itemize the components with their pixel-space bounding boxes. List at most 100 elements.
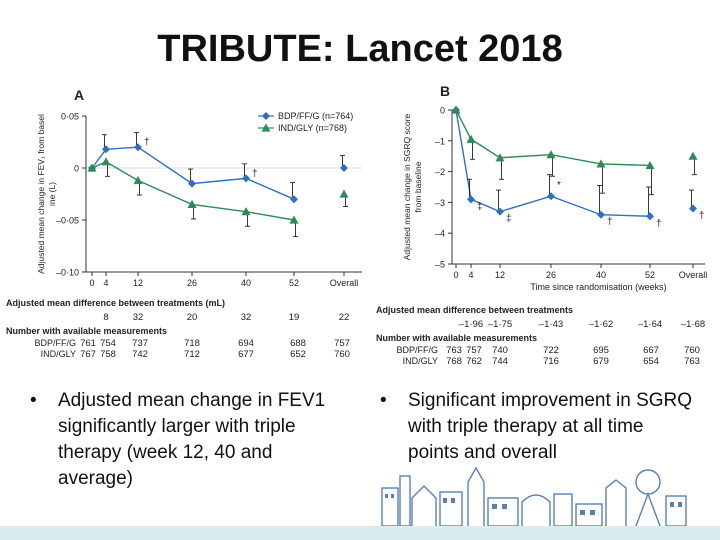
count-value: 695 xyxy=(593,345,609,356)
data-point-triangle xyxy=(133,175,143,185)
counts-row-label: IND/GLY xyxy=(41,349,76,359)
diff-value: 22 xyxy=(339,312,350,323)
series-line xyxy=(455,109,651,167)
panel-letter: A xyxy=(74,87,84,103)
diff-value: 19 xyxy=(289,312,300,323)
x-tick-label: 52 xyxy=(645,270,655,280)
y-axis-label: ine (L) xyxy=(47,182,57,206)
x-tick-label: 40 xyxy=(596,270,606,280)
data-point-triangle xyxy=(495,153,505,162)
x-tick-label: 0 xyxy=(453,270,458,280)
count-value: 760 xyxy=(334,349,350,360)
data-point-diamond xyxy=(547,192,555,201)
data-point-triangle xyxy=(241,207,251,216)
count-value: 688 xyxy=(290,338,306,349)
y-axis-label: Adjusted mean change in FEV₁ from basel xyxy=(36,114,46,274)
count-value: 761 xyxy=(80,338,96,349)
diff-value: –1·64 xyxy=(638,319,662,330)
chart-a: A0·050–0·05–0·100 4 12 26 40 52 OverallAdjuste… xyxy=(6,87,362,360)
legend-label: BDP/FF/G (n=764) xyxy=(278,111,353,121)
panel-letter: B xyxy=(440,83,450,99)
diff-value: –1·96 xyxy=(459,319,483,330)
x-tick-label: 4 xyxy=(103,278,108,288)
count-value: 740 xyxy=(492,345,508,356)
significance-marker: ‡ xyxy=(506,214,512,225)
data-point-triangle xyxy=(688,151,698,160)
x-tick-label: Overall xyxy=(330,278,359,288)
x-tick-label: Overall xyxy=(679,270,708,280)
counts-row-label: BDP/FF/G xyxy=(396,345,438,355)
data-point-diamond xyxy=(646,212,654,221)
y-tick-label: 0·05 xyxy=(61,112,79,122)
diff-row-label: Adjusted mean difference between treatme… xyxy=(376,305,573,315)
count-value: 737 xyxy=(132,338,148,349)
significance-marker: † xyxy=(252,168,258,179)
count-value: 744 xyxy=(492,356,508,367)
count-value: 758 xyxy=(100,349,116,360)
x-tick-label: 12 xyxy=(495,270,505,280)
x-tick-label: 4 xyxy=(468,270,473,280)
data-point-triangle xyxy=(546,150,556,159)
count-value: 694 xyxy=(238,338,254,349)
data-point-triangle xyxy=(339,189,349,198)
y-axis-label: Adjusted mean change in SGRQ score xyxy=(402,113,412,260)
count-value: 677 xyxy=(238,349,254,360)
count-value: 760 xyxy=(684,345,700,356)
data-point-diamond xyxy=(496,207,504,216)
count-value: 767 xyxy=(80,349,96,360)
counts-row-label: BDP/FF/G xyxy=(34,338,76,348)
data-point-triangle xyxy=(596,159,606,168)
x-tick-label: 26 xyxy=(546,270,556,280)
data-point-diamond xyxy=(134,143,142,152)
significance-marker: † xyxy=(144,137,150,148)
diff-value: 32 xyxy=(241,312,252,323)
y-tick-label: –2 xyxy=(435,167,445,177)
significance-marker: * xyxy=(557,180,561,191)
bullet-dot: • xyxy=(30,390,37,411)
data-point-diamond xyxy=(467,195,475,204)
count-value: 763 xyxy=(684,356,700,367)
legend-label: IND/GLY (n=768) xyxy=(278,123,347,133)
bullet-item: • Adjusted mean change in FEV1 significa… xyxy=(28,388,350,492)
count-value: 712 xyxy=(184,349,200,360)
y-tick-label: –5 xyxy=(435,260,445,270)
slide-title: TRIBUTE: Lancet 2018 xyxy=(157,28,563,70)
count-value: 754 xyxy=(100,338,116,349)
diff-value: –1·75 xyxy=(488,319,512,330)
diff-row-label: Adjusted mean difference between treatme… xyxy=(6,298,225,308)
count-value: 654 xyxy=(643,356,659,367)
count-value: 652 xyxy=(290,349,306,360)
x-axis-label: Time since randomisation (weeks) xyxy=(530,282,666,292)
x-tick-label: 26 xyxy=(187,278,197,288)
y-tick-label: –4 xyxy=(435,229,445,239)
data-point-triangle xyxy=(187,199,197,208)
y-tick-label: –0·10 xyxy=(56,268,79,278)
y-tick-label: –1 xyxy=(435,136,445,146)
footer-bar xyxy=(0,526,720,540)
data-point-triangle xyxy=(101,157,111,166)
bullet-item: • Significant improvement in SGRQ with t… xyxy=(378,388,698,466)
bullet-dot: • xyxy=(380,390,387,411)
y-tick-label: 0 xyxy=(74,164,79,174)
count-value: 679 xyxy=(593,356,609,367)
data-point-diamond xyxy=(689,204,697,213)
y-axis-label: from baseline xyxy=(413,161,423,212)
y-tick-label: 0 xyxy=(440,106,445,116)
count-value: 757 xyxy=(466,345,482,356)
series-line xyxy=(455,109,651,217)
significance-marker: † xyxy=(699,211,705,222)
significance-marker: † xyxy=(656,218,662,229)
data-point-diamond xyxy=(102,145,110,154)
data-point-diamond xyxy=(340,164,348,172)
count-value: 722 xyxy=(543,345,559,356)
diff-value: 32 xyxy=(133,312,144,323)
diff-value: 8 xyxy=(103,312,108,323)
counts-label: Number with available measurements xyxy=(376,333,537,343)
count-value: 757 xyxy=(334,338,350,349)
data-point-diamond xyxy=(290,195,298,204)
significance-marker: ‡ xyxy=(477,201,483,212)
series-line xyxy=(91,146,295,200)
bullet-text: Adjusted mean change in FEV1 significant… xyxy=(58,390,326,489)
data-point-diamond xyxy=(597,210,605,219)
